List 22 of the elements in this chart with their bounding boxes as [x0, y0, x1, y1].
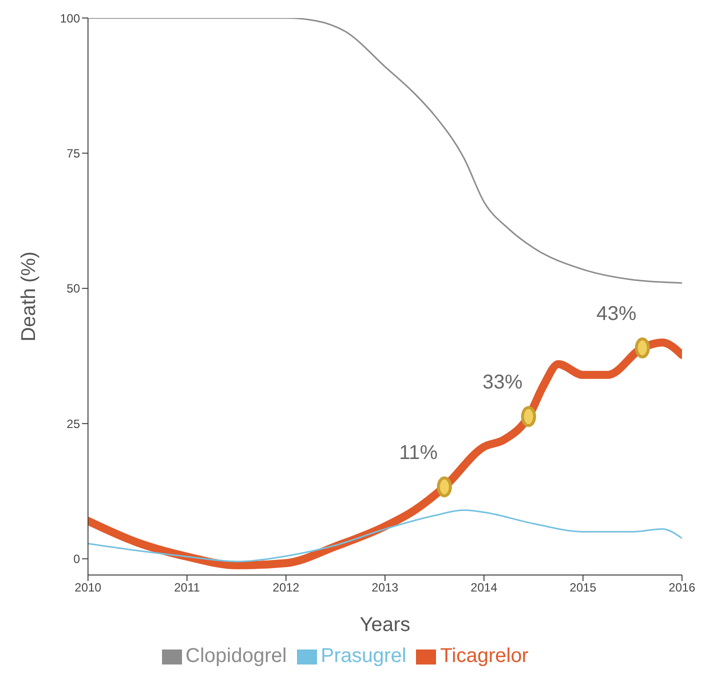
y-tick-label: 75 [66, 146, 80, 160]
legend-label: Clopidogrel [186, 645, 287, 667]
annotation: 43% [596, 302, 637, 325]
x-tick-label: 2014 [470, 580, 498, 595]
legend-label: Prasugrel [320, 645, 406, 667]
annotation: 11% [399, 442, 438, 464]
x-tick-label: 2015 [570, 580, 597, 595]
x-axis-title: Years [360, 614, 410, 636]
x-tick-label: 2010 [74, 580, 102, 595]
legend-label: Ticagrelor [440, 645, 528, 667]
x-tick-label: 2011 [174, 580, 200, 595]
y-tick-label: 100 [60, 11, 80, 26]
x-tick-label: 2013 [372, 580, 399, 595]
y-axis-title: Death (%) [18, 251, 40, 342]
y-tick-label: 50 [66, 282, 80, 296]
line-series [88, 509, 682, 562]
line-series [88, 18, 682, 284]
y-tick-label: 25 [66, 416, 80, 431]
x-tick-label: 2016 [668, 580, 696, 595]
x-tick-label: 2012 [272, 580, 300, 595]
annotation: 33% [482, 372, 523, 394]
y-tick-label: 0 [73, 552, 80, 566]
